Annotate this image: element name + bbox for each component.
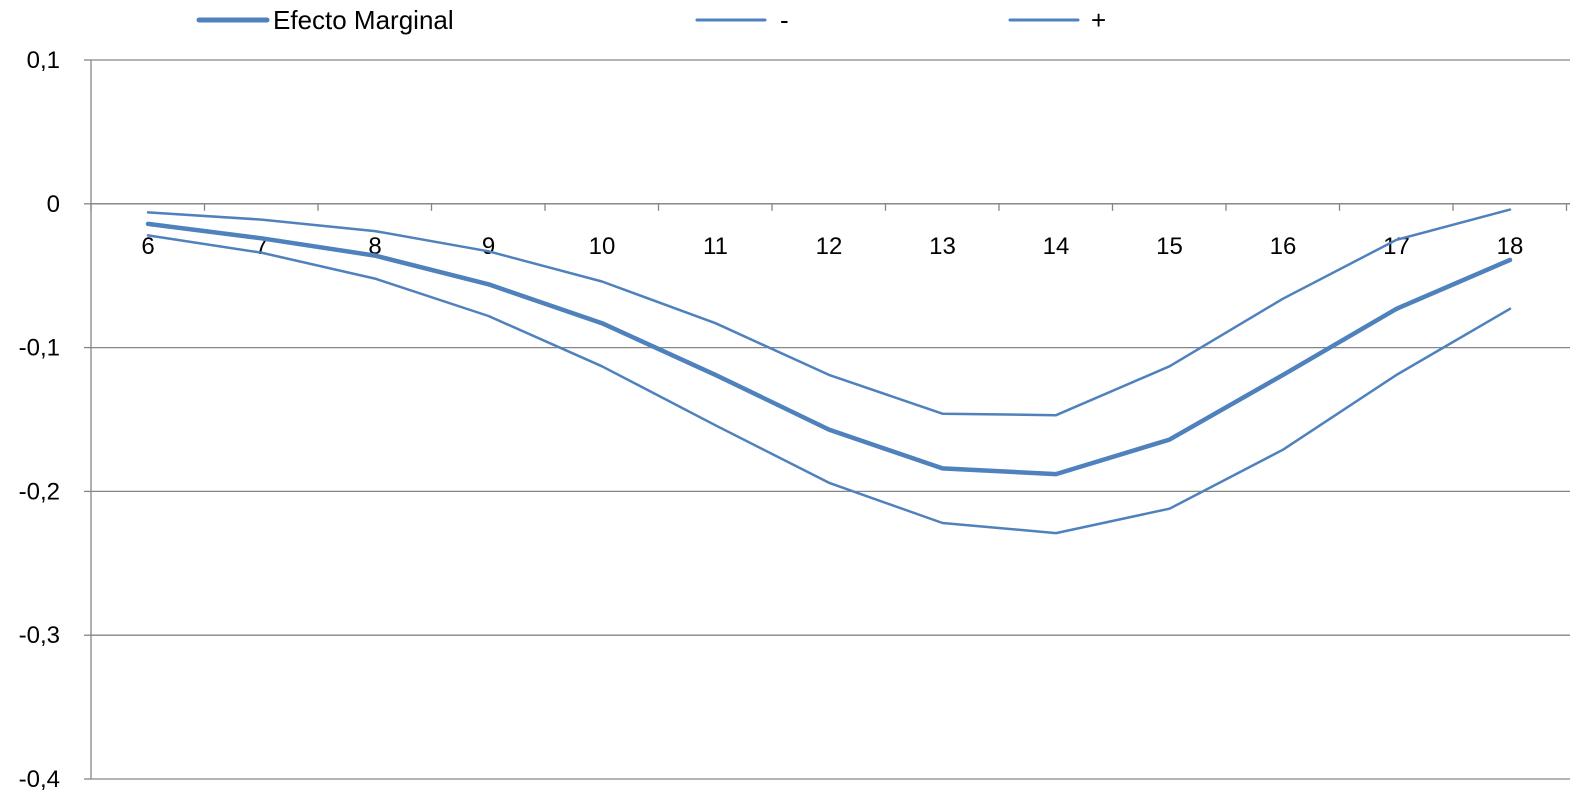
series-line [146,234,1512,535]
y-axis-ticks: 0,1 0 -0,1 -0,2 -0,3 -0,4 [19,47,91,793]
axes [90,60,1570,779]
x-axis-ticks: 6 7 8 9 10 11 12 13 14 15 16 17 18 [90,203,1568,260]
y-tick-label: -0,4 [19,766,60,793]
series-lines [145,208,1513,535]
y-tick-label: 0 [47,191,60,218]
x-tick-label: 18 [1497,233,1524,260]
x-tick-label: 14 [1043,233,1070,260]
gridlines [91,59,1570,780]
legend-label: + [1091,5,1106,35]
x-tick-label: 11 [703,233,728,260]
y-tick-label: 0,1 [27,47,60,74]
x-tick-label: 9 [482,233,495,260]
x-tick-label: 10 [589,233,616,260]
series-line [145,221,1513,477]
y-tick-label: -0,1 [19,335,60,362]
y-tick-label: -0,2 [19,478,60,505]
x-tick-label: 13 [929,233,956,260]
legend-label: - [780,5,789,35]
y-tick-label: -0,3 [19,622,60,649]
x-tick-label: 12 [816,233,843,260]
x-tick-label: 15 [1156,233,1183,260]
legend: Efecto Marginal - + [196,5,1106,35]
legend-label: Efecto Marginal [273,5,454,35]
x-tick-label: 6 [141,233,154,260]
x-tick-label: 16 [1270,233,1297,260]
